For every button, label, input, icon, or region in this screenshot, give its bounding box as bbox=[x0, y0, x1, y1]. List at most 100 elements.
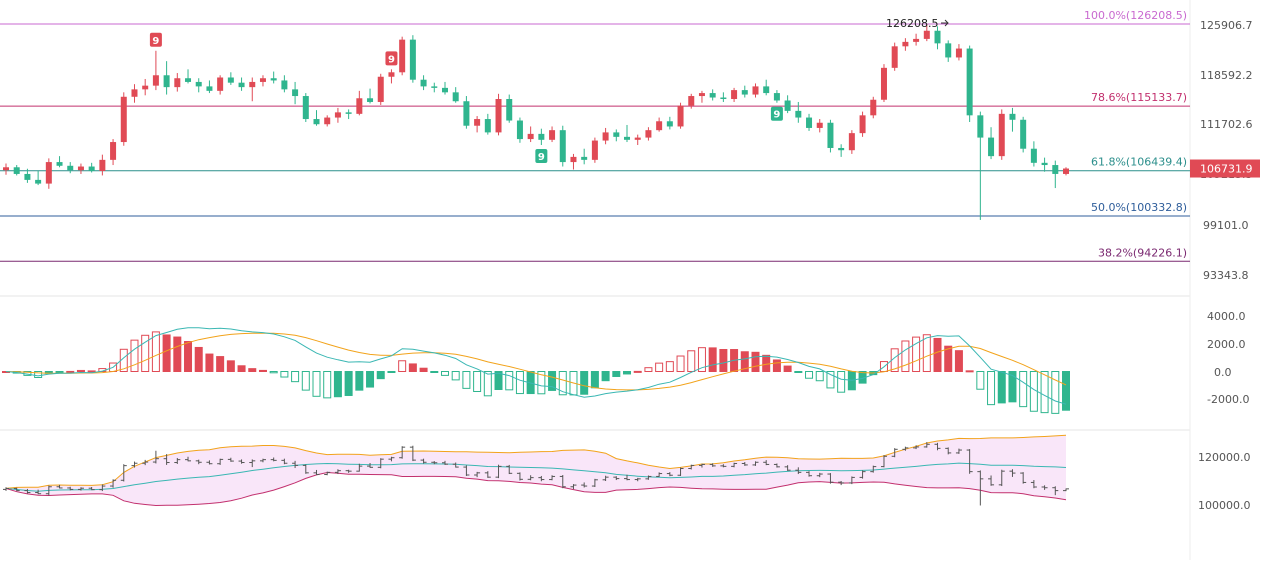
boll-ohlc-bar bbox=[773, 463, 780, 468]
macd-bar bbox=[419, 367, 428, 373]
candle-body bbox=[13, 167, 20, 174]
candle bbox=[570, 153, 577, 170]
candle bbox=[998, 109, 1005, 160]
macd-bar bbox=[944, 345, 953, 373]
boll-ohlc-bar bbox=[859, 470, 866, 479]
candle-body bbox=[634, 137, 641, 140]
macd-bar bbox=[1019, 371, 1028, 408]
macd-bar bbox=[440, 371, 449, 376]
candle-body bbox=[185, 78, 192, 82]
candle-body bbox=[538, 133, 545, 140]
candle bbox=[763, 79, 770, 96]
macd-bar bbox=[237, 365, 246, 373]
candle-body bbox=[570, 156, 577, 163]
candle-body bbox=[720, 97, 727, 100]
candle bbox=[367, 88, 374, 104]
boll-band-fill bbox=[6, 435, 1066, 506]
peak-annotation: 126208.5 bbox=[886, 17, 949, 30]
boll-ohlc-bar bbox=[474, 471, 481, 478]
macd-tick: 4000.0 bbox=[1207, 310, 1246, 323]
candle-body bbox=[206, 86, 213, 91]
candle-body bbox=[77, 166, 84, 171]
boll-ohlc-bar bbox=[848, 476, 855, 485]
macd-bar bbox=[505, 371, 514, 391]
boll-ohlc-bar bbox=[988, 475, 995, 486]
candle-body bbox=[163, 75, 170, 88]
candle bbox=[966, 45, 973, 123]
boll-ohlc-bar bbox=[677, 467, 684, 476]
candle bbox=[784, 95, 791, 114]
td-badge-box bbox=[385, 51, 398, 66]
candle-body bbox=[313, 119, 320, 125]
candle-body bbox=[399, 39, 406, 73]
candle bbox=[334, 107, 341, 123]
candle-body bbox=[142, 85, 149, 90]
candle-body bbox=[377, 76, 384, 102]
candle-body bbox=[249, 81, 256, 88]
boll-ohlc-bar bbox=[152, 450, 159, 464]
boll-ohlc-bar bbox=[313, 469, 320, 476]
candle-body bbox=[1030, 148, 1037, 163]
macd-bar bbox=[772, 359, 781, 373]
candle bbox=[666, 116, 673, 130]
last-price-tag: 106731.9 bbox=[1190, 159, 1260, 178]
candle-body bbox=[773, 93, 780, 101]
candle bbox=[955, 44, 962, 61]
fib-label: 50.0%(100332.8) bbox=[1091, 201, 1187, 214]
candle bbox=[848, 130, 855, 154]
boll-ohlc-bar bbox=[206, 460, 213, 465]
candle-body bbox=[152, 75, 159, 86]
macd-bar bbox=[248, 368, 257, 373]
macd-bar bbox=[269, 371, 278, 374]
fibonacci-retracement[interactable]: 100.0%(126208.5) 78.6%(115133.7) 61.8%(106… bbox=[0, 9, 1190, 262]
candle bbox=[227, 72, 234, 85]
boll-ohlc-bar bbox=[902, 446, 909, 451]
candle bbox=[988, 127, 995, 160]
boll-axis[interactable]: 120000.0 100000.0 bbox=[1198, 451, 1251, 512]
candle bbox=[99, 154, 106, 176]
boll-ohlc-bar bbox=[259, 458, 266, 463]
candle-body bbox=[677, 105, 684, 127]
candle-body bbox=[923, 30, 930, 39]
candle-body bbox=[67, 165, 74, 171]
arrow-right-icon bbox=[941, 19, 949, 27]
candle-body bbox=[420, 79, 427, 87]
boll-ohlc-bar bbox=[24, 488, 31, 494]
macd-axis[interactable]: 4000.0 2000.0 0.0 -2000.0 bbox=[1207, 310, 1249, 406]
macd-bar bbox=[130, 339, 139, 373]
candle bbox=[238, 77, 245, 91]
candle-body bbox=[795, 110, 802, 118]
macd-bar bbox=[976, 371, 985, 390]
candle bbox=[174, 73, 181, 92]
macd-bar bbox=[141, 334, 150, 373]
candle bbox=[110, 139, 117, 166]
candle bbox=[56, 156, 63, 168]
candle bbox=[163, 61, 170, 95]
candle-body bbox=[581, 156, 588, 160]
candle bbox=[624, 124, 631, 143]
candle-body bbox=[506, 99, 513, 121]
boll-ohlc-bar bbox=[441, 460, 448, 465]
candle-body bbox=[656, 121, 663, 131]
candle-body bbox=[345, 112, 352, 114]
candle bbox=[1030, 141, 1037, 167]
candle bbox=[913, 33, 920, 46]
macd-bar bbox=[483, 371, 492, 397]
candle bbox=[195, 78, 202, 93]
macd-bar bbox=[451, 371, 460, 381]
candle-body bbox=[292, 89, 299, 97]
candle-body bbox=[3, 167, 9, 171]
boll-ohlc-bar bbox=[955, 448, 962, 454]
candle bbox=[752, 83, 759, 98]
boll-lower-line bbox=[5, 471, 1067, 507]
boll-ohlc-bar bbox=[1030, 480, 1037, 489]
boll-ohlc-bar bbox=[13, 487, 20, 492]
candle-body bbox=[741, 90, 748, 95]
candle-body bbox=[1020, 119, 1027, 149]
candle-body bbox=[591, 140, 598, 160]
boll-ohlc-bar bbox=[1063, 488, 1069, 492]
boll-ohlc-bar bbox=[217, 458, 224, 465]
boll-ohlc-bar bbox=[388, 456, 395, 462]
price-axis[interactable]: 125906.7 118592.2 111702.6 105213.3 9910… bbox=[1200, 19, 1253, 282]
boll-ohlc-bar bbox=[709, 463, 716, 467]
